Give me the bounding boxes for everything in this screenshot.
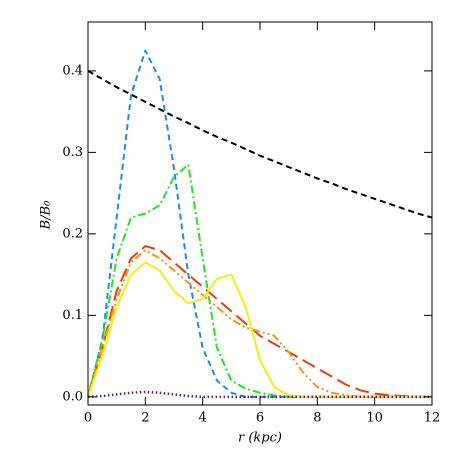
x-tick-label: 6: [256, 411, 264, 426]
series-line: [87, 70, 433, 219]
series-line: [87, 163, 432, 398]
x-tick-label: 0: [84, 411, 92, 426]
series-line: [87, 249, 432, 398]
series-line: [87, 261, 432, 398]
x-tick-label: 12: [424, 411, 441, 426]
y-tick-label: 0.0: [62, 389, 83, 404]
plot-frame: [87, 21, 433, 406]
y-tick-label: 0.4: [62, 63, 83, 78]
x-axis-label: r (kpc): [238, 431, 282, 446]
series-line: [87, 245, 432, 398]
series-line: [87, 49, 432, 398]
x-tick-label: 8: [313, 411, 321, 426]
x-tick-label: 4: [199, 411, 207, 426]
y-tick-label: 0.3: [62, 145, 83, 160]
x-tick-label: 10: [366, 411, 383, 426]
x-tick-label: 2: [141, 411, 149, 426]
y-axis-label: B/B₀: [39, 200, 54, 230]
y-tick-label: 0.1: [62, 308, 83, 323]
series-line: [87, 390, 432, 399]
y-tick-label: 0.2: [62, 226, 83, 241]
